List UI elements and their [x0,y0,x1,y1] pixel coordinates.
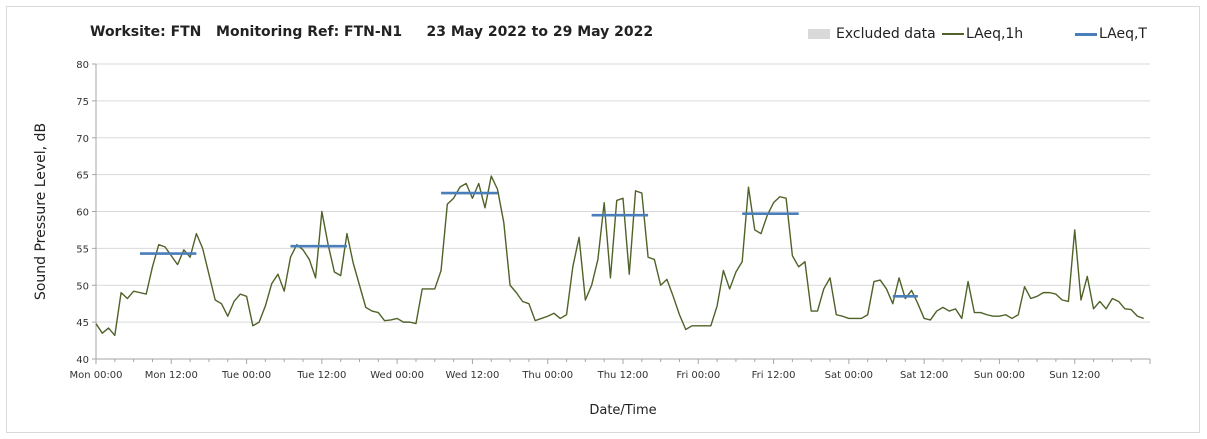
grid-layer [96,63,1150,323]
x-tick-label: Sun 12:00 [1049,370,1100,381]
x-tick-label: Fri 00:00 [676,370,720,381]
legend-laeqt-label: LAeq,T [1099,26,1147,42]
legend-excluded-swatch [808,29,830,39]
y-tick-label: 40 [76,355,89,366]
legend-laeqt-swatch [1075,32,1097,36]
x-tick-label: Wed 00:00 [370,370,424,381]
y-tick-label: 75 [76,97,89,108]
y-tick-label: 55 [76,244,89,255]
y-tick-label: 65 [76,171,89,182]
y-tick-label: 70 [76,134,89,145]
x-tick-label: Mon 12:00 [145,370,198,381]
legend-laeqt: LAeq,T [1075,26,1147,42]
label-layer: Sound Pressure Level, dB Date/Time [33,123,657,418]
x-tick-label: Fri 12:00 [752,370,796,381]
x-tick-label: Sat 00:00 [825,370,873,381]
legend-laeq1h: LAeq,1h [942,26,1023,42]
legend-laeq1h-swatch [942,33,964,35]
x-tick-label: Sat 12:00 [900,370,948,381]
series-layer [95,175,1144,337]
x-tick-label: Thu 00:00 [521,370,573,381]
x-tick-label: Tue 00:00 [221,370,271,381]
axes-layer: 40 45 50 55 60 65 70 75 80 Mon 00:00 Mon 12:00 Tue … [69,60,1151,381]
y-tick-label: 50 [76,281,89,292]
y-axis-label: Sound Pressure Level, dB [33,123,49,300]
chart-title: Worksite: FTN Monitoring Ref: FTN-N1 23 … [90,24,654,40]
x-tick-label: Thu 12:00 [597,370,649,381]
legend-excluded: Excluded data [808,26,936,42]
y-tick-label: 60 [76,208,89,219]
x-tick-label: Tue 12:00 [296,370,346,381]
legend-laeq1h-label: LAeq,1h [966,26,1024,42]
x-tick-label: Sun 00:00 [974,370,1025,381]
series-laeq1h-line [95,175,1144,337]
x-tick-label: Wed 12:00 [446,370,500,381]
y-tick-label: 80 [76,60,89,71]
x-axis-label: Date/Time [589,403,656,418]
y-tick-label: 45 [76,318,89,329]
x-tick-label: Mon 00:00 [69,370,122,381]
legend-excluded-label: Excluded data [836,26,936,42]
